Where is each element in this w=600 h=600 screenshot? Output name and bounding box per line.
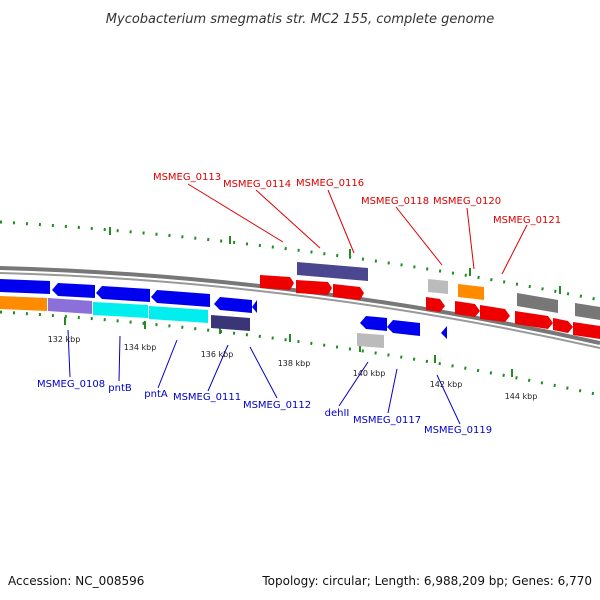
scale-label-144kbp: 144 kbp (505, 392, 538, 401)
accession-text: Accession: NC_008596 (8, 574, 145, 588)
gene-feature (48, 298, 92, 314)
gene-feature (260, 275, 294, 290)
gene-label-msmeg-0111: MSMEG_0111 (173, 392, 241, 403)
gene-feature (428, 279, 448, 294)
scale-label-132kbp: 132 kbp (48, 335, 81, 344)
top-label-leaders (187, 183, 528, 275)
gene-feature (387, 320, 420, 336)
gene-label-msmeg-0116: MSMEG_0116 (296, 178, 364, 189)
gene-label-pntb: pntB (108, 383, 132, 394)
bottom-label-leaders (67, 329, 461, 425)
scale-label-138kbp: 138 kbp (278, 359, 311, 368)
gene-feature (455, 301, 480, 317)
major-ticks (64, 227, 561, 377)
gene-feature (252, 300, 257, 313)
gene-label-msmeg-0121: MSMEG_0121 (493, 215, 561, 226)
scale-label-136kbp: 136 kbp (201, 350, 234, 359)
gene-label-dehii: dehII (325, 408, 350, 419)
gene-label-msmeg-0108: MSMEG_0108 (37, 379, 105, 390)
gene-label-msmeg-0117: MSMEG_0117 (353, 415, 421, 426)
forward-genes (260, 262, 600, 339)
gene-feature (517, 293, 558, 313)
gene-label-msmeg-0119: MSMEG_0119 (424, 425, 492, 436)
gene-feature (458, 284, 484, 300)
map-title: Mycobacterium smegmatis str. MC2 155, co… (106, 12, 494, 27)
gene-label-msmeg-0113: MSMEG_0113 (153, 172, 221, 183)
gene-label-msmeg-0118: MSMEG_0118 (361, 196, 429, 207)
reverse-genes (0, 279, 447, 348)
gene-label-pnta: pntA (144, 389, 168, 400)
gene-feature (575, 303, 600, 320)
gene-feature (297, 262, 368, 281)
gene-feature (480, 305, 510, 322)
gene-feature (333, 284, 364, 300)
outer-tick-track (0, 220, 600, 302)
gene-feature (553, 318, 573, 333)
gene-feature (357, 333, 384, 348)
gene-feature (211, 315, 250, 331)
gene-feature (214, 297, 252, 313)
gene-feature (93, 302, 148, 318)
gene-label-msmeg-0114: MSMEG_0114 (223, 179, 291, 190)
scale-label-140kbp: 140 kbp (353, 369, 386, 378)
gene-feature (0, 279, 50, 294)
inner-tick-track (0, 310, 600, 397)
gene-feature (296, 280, 332, 295)
gene-feature (441, 326, 447, 339)
gene-feature (149, 306, 208, 323)
gene-feature (515, 311, 553, 329)
gene-label-msmeg-0120: MSMEG_0120 (433, 196, 501, 207)
gene-feature (52, 283, 95, 298)
gene-feature (426, 297, 445, 312)
scale-label-134kbp: 134 kbp (124, 343, 157, 352)
scale-label-142kbp: 142 kbp (430, 380, 463, 389)
gene-label-msmeg-0112: MSMEG_0112 (243, 400, 311, 411)
gene-feature (96, 286, 150, 302)
gene-feature (360, 316, 387, 331)
gene-feature (0, 296, 47, 311)
gene-feature (151, 290, 210, 307)
gene-feature (573, 322, 600, 339)
genome-summary-text: Topology: circular; Length: 6,988,209 bp… (262, 574, 592, 588)
